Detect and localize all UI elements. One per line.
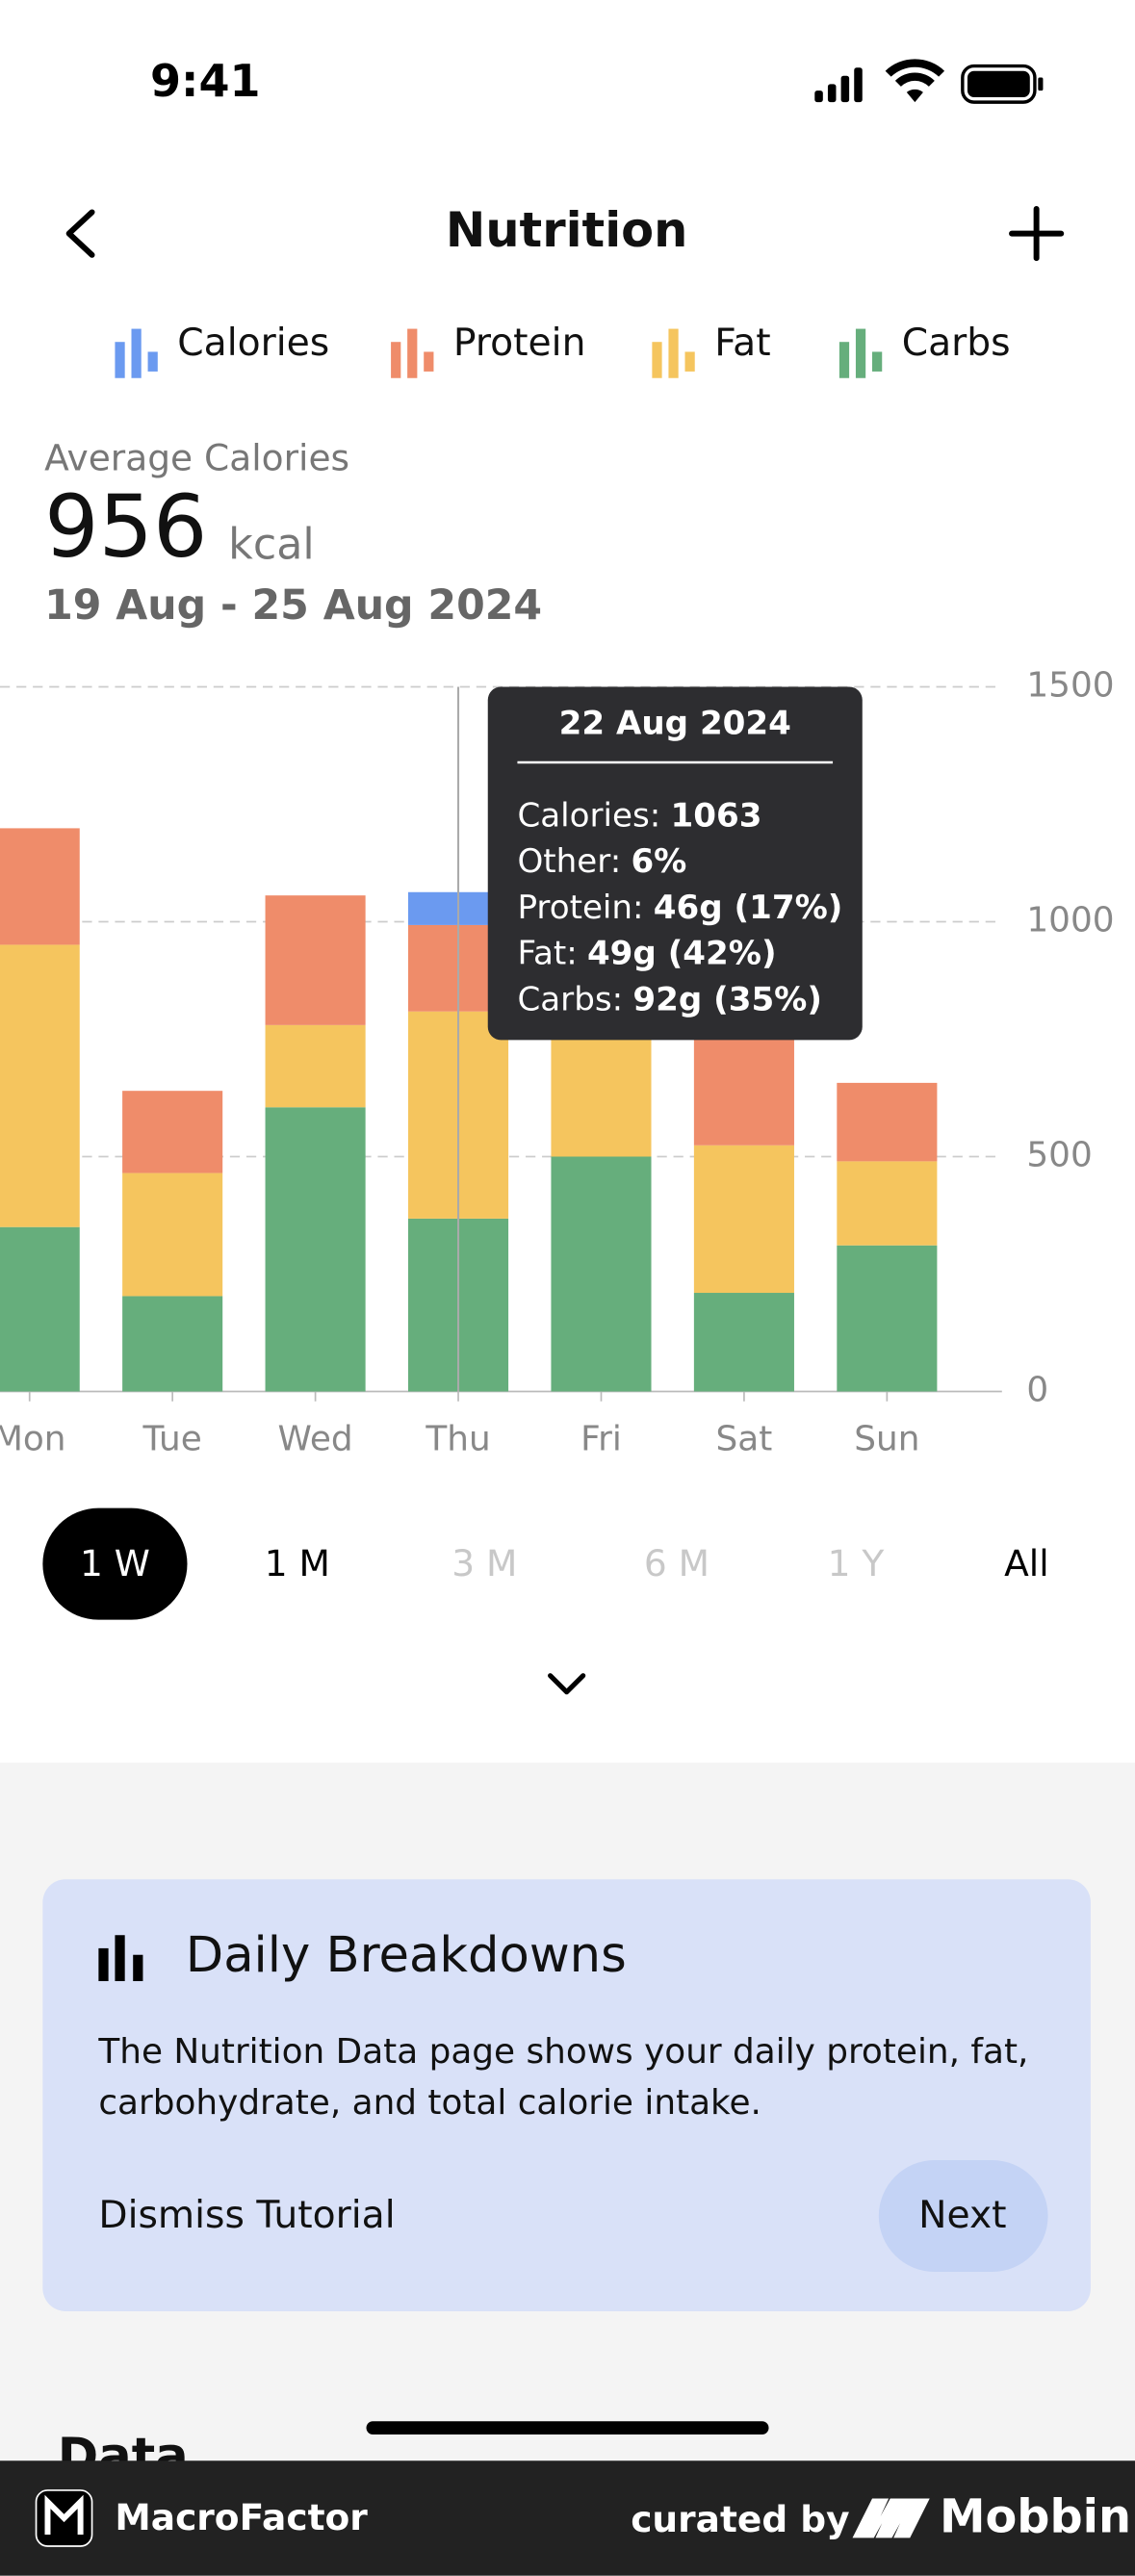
range-option: 3 M bbox=[451, 1542, 517, 1584]
tooltip-label: Carbs: bbox=[517, 980, 623, 1018]
x-tick-label: Tue bbox=[142, 1420, 202, 1459]
bar-segment bbox=[122, 1296, 223, 1392]
tooltip-row: Carbs: 92g (35%) bbox=[517, 980, 822, 1018]
tooltip-label: Calories: bbox=[517, 796, 660, 835]
range-option[interactable]: 1 M bbox=[265, 1542, 330, 1584]
legend-swatch bbox=[872, 351, 883, 372]
home-indicator bbox=[366, 2421, 769, 2434]
range-option: 1 Y bbox=[828, 1542, 885, 1584]
x-tick-label: Fri bbox=[580, 1420, 622, 1459]
page-title: Nutrition bbox=[446, 202, 687, 258]
y-tick-label: 0 bbox=[1026, 1370, 1048, 1409]
chart[interactable]: 0 500 1000 1500 Mon Tue Wed Thu Fri Sat Sun 22 Aug … bbox=[0, 666, 1115, 1459]
range-pill[interactable] bbox=[42, 1507, 188, 1620]
tooltip-value: 92g (35%) bbox=[632, 980, 822, 1018]
bar-segment bbox=[837, 1161, 938, 1246]
legend-swatch bbox=[424, 351, 434, 372]
legend: Calories Protein Fat Carbs bbox=[115, 322, 1011, 378]
tooltip-box bbox=[487, 686, 863, 1041]
next-button[interactable] bbox=[878, 2160, 1048, 2273]
tooltip: 22 Aug 2024 Calories: 1063 Other: 6% Protein:… bbox=[487, 686, 863, 1041]
legend-swatch bbox=[147, 351, 158, 372]
x-tick-label: Mon bbox=[0, 1420, 65, 1459]
legend-swatch bbox=[855, 328, 866, 378]
range-option: 6 M bbox=[644, 1542, 709, 1584]
legend-swatch bbox=[668, 328, 679, 378]
tutorial-icon bbox=[98, 1935, 143, 1982]
legend-swatch bbox=[131, 328, 142, 378]
tooltip-title: 22 Aug 2024 bbox=[559, 704, 791, 742]
legend-swatch bbox=[684, 351, 695, 372]
tooltip-row: Other: 6% bbox=[517, 842, 686, 881]
tooltip-row: Fat: 49g (42%) bbox=[517, 934, 776, 972]
bar-segment bbox=[265, 1024, 366, 1108]
bar-segment bbox=[837, 1082, 938, 1162]
legend-swatch bbox=[391, 342, 401, 378]
brand-name: Mobbin bbox=[940, 2491, 1131, 2544]
bar-segment bbox=[693, 1293, 794, 1392]
tooltip-value: 6% bbox=[631, 842, 686, 881]
brand-logo bbox=[852, 2498, 930, 2538]
range-option[interactable]: 1 W bbox=[80, 1542, 150, 1584]
summary-value: 956 bbox=[44, 477, 207, 577]
curated-by: curated by bbox=[631, 2498, 849, 2540]
tooltip-value: 49g (42%) bbox=[587, 934, 777, 972]
tooltip-label: Protein: bbox=[517, 888, 643, 926]
tutorial-body: The Nutrition Data page shows your daily… bbox=[97, 2032, 1028, 2072]
y-tick-label: 500 bbox=[1026, 1136, 1092, 1175]
legend-label: Carbs bbox=[902, 322, 1011, 365]
bar-segment bbox=[837, 1245, 938, 1392]
x-tick-label: Sat bbox=[716, 1420, 773, 1459]
tutorial-title: Daily Breakdowns bbox=[186, 1926, 627, 1984]
bar-segment bbox=[122, 1172, 223, 1297]
bar-segment bbox=[122, 1091, 223, 1173]
bar-segment bbox=[0, 944, 80, 1227]
bar-segment bbox=[693, 1145, 794, 1294]
summary-label: Average Calories bbox=[44, 437, 349, 479]
legend-label: Calories bbox=[177, 322, 329, 365]
date-range: 19 Aug - 25 Aug 2024 bbox=[44, 581, 542, 630]
tooltip-label: Other: bbox=[517, 842, 621, 881]
tooltip-label: Fat: bbox=[517, 934, 577, 972]
tooltip-row: Calories: 1063 bbox=[517, 796, 761, 835]
y-tick-label: 1000 bbox=[1026, 901, 1114, 940]
legend-label: Fat bbox=[714, 322, 770, 365]
expand-chevron[interactable] bbox=[548, 1673, 586, 1695]
back-button[interactable] bbox=[65, 209, 95, 258]
bar-segment bbox=[551, 1156, 652, 1392]
tutorial-body: carbohydrate, and total calorie intake. bbox=[98, 2083, 761, 2123]
status-time: 9:41 bbox=[150, 55, 261, 107]
y-tick-label: 1500 bbox=[1026, 666, 1114, 706]
bar-segment bbox=[265, 895, 366, 1025]
footer bbox=[0, 2460, 1135, 2576]
summary-unit: kcal bbox=[228, 520, 315, 569]
tooltip-row: Protein: 46g (17%) bbox=[517, 888, 842, 926]
legend-swatch bbox=[652, 342, 662, 378]
x-tick-label: Wed bbox=[278, 1420, 353, 1459]
add-button[interactable] bbox=[1009, 206, 1065, 262]
bar-segment bbox=[0, 1226, 80, 1392]
dismiss-button[interactable]: Dismiss Tutorial bbox=[98, 2194, 395, 2237]
app-name: MacroFactor bbox=[115, 2496, 368, 2538]
tooltip-value: 46g (17%) bbox=[654, 888, 843, 926]
legend-label: Protein bbox=[453, 322, 586, 365]
tooltip-value: 1063 bbox=[671, 796, 762, 835]
x-tick-label: Thu bbox=[425, 1420, 490, 1459]
legend-swatch bbox=[838, 342, 850, 378]
status-icons bbox=[814, 59, 1044, 104]
app-logo-mark bbox=[44, 2494, 84, 2536]
range-selector: 1 W 1 M 3 M 6 M 1 Y All bbox=[42, 1507, 1049, 1620]
legend-swatch bbox=[115, 342, 125, 378]
x-tick-label: Sun bbox=[854, 1420, 919, 1459]
legend-swatch bbox=[407, 328, 418, 378]
next-label[interactable]: Next bbox=[918, 2194, 1006, 2237]
bar-segment bbox=[265, 1107, 366, 1392]
bar-segment bbox=[0, 828, 80, 945]
range-option[interactable]: All bbox=[1004, 1542, 1049, 1584]
tutorial-card bbox=[42, 1879, 1091, 2311]
